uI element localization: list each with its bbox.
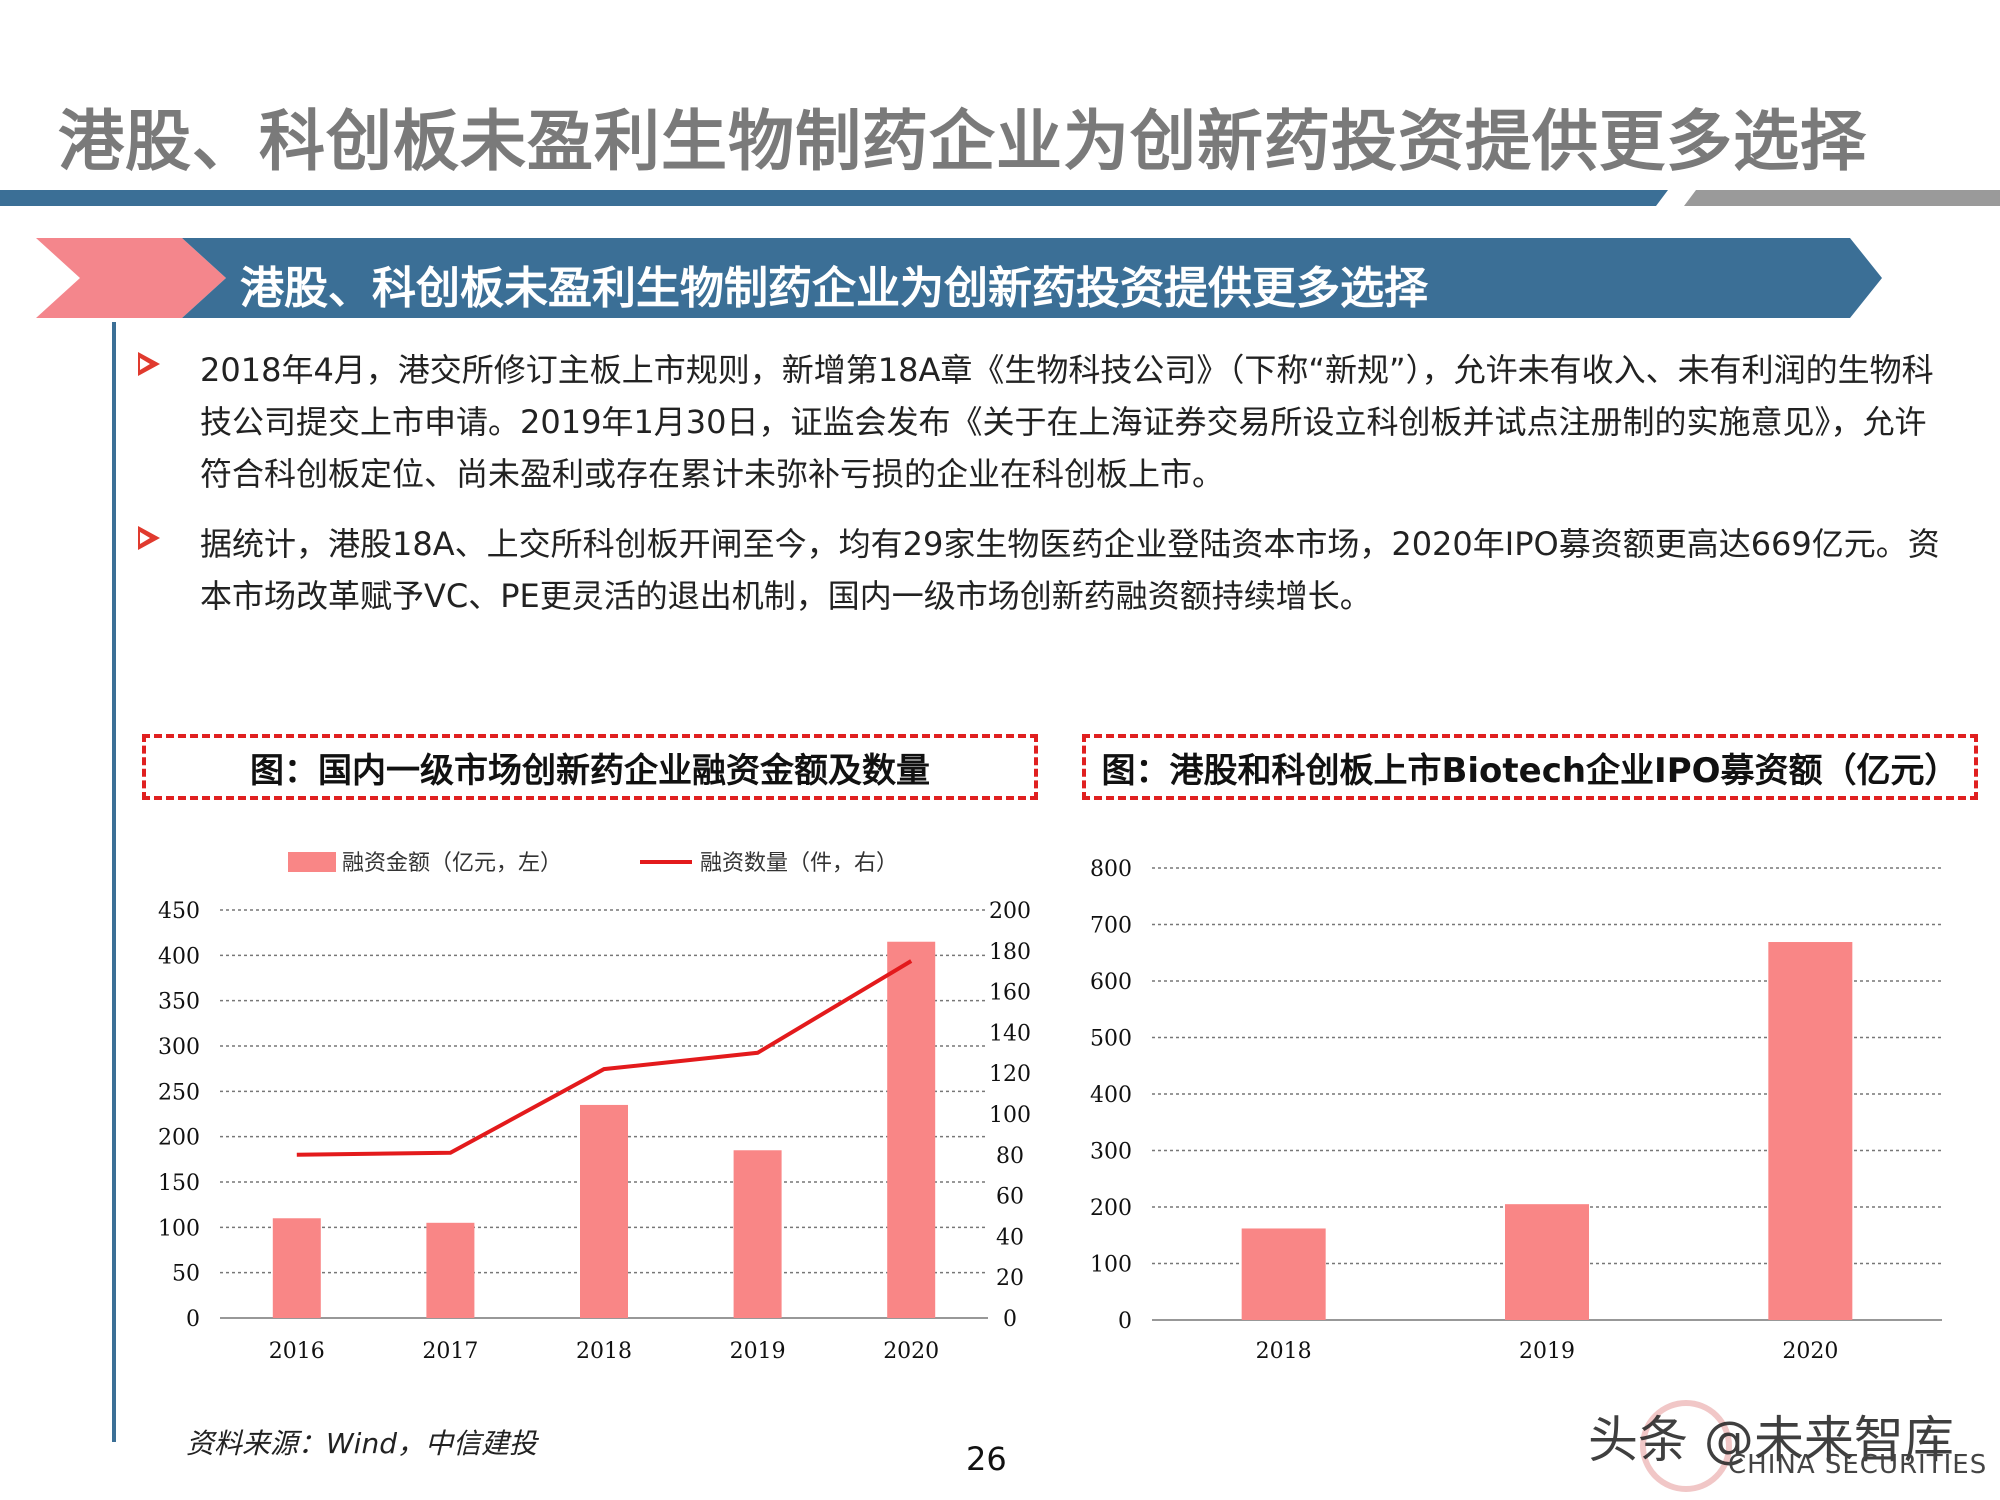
chart2-ytick: 300 xyxy=(1090,1140,1132,1165)
chart1-bar xyxy=(580,1104,628,1318)
chart2-ytick: 800 xyxy=(1090,857,1132,882)
chart1-bar xyxy=(426,1222,475,1318)
chart1-xtick: 2017 xyxy=(422,1339,478,1364)
chart2: 0 100 200 300 400 500 600 700 800 2018 2019 2020 xyxy=(1090,857,1942,1364)
chart2-title: 图：港股和科创板上市Biotech企业IPO募资额（亿元） xyxy=(1082,734,1978,800)
watermark-text: 头条 @未来智库 xyxy=(1588,1411,1954,1469)
chart2-xtick: 2020 xyxy=(1782,1339,1838,1364)
watermark-logo-icon xyxy=(1640,1400,1732,1492)
chart2-ytick: 100 xyxy=(1090,1253,1132,1278)
chart1-ytick-right: 20 xyxy=(996,1266,1024,1291)
chart1-bar xyxy=(733,1150,782,1318)
chart1-title: 图：国内一级市场创新药企业融资金额及数量 xyxy=(142,734,1038,800)
title-rule-blue xyxy=(0,190,1668,206)
chart1-legend-line-label: 融资数量（件，右） xyxy=(700,851,898,876)
source-note: 资料来源：Wind，中信建投 xyxy=(186,1427,537,1460)
chart2-ytick: 600 xyxy=(1090,970,1132,995)
banner-pink-chevron xyxy=(36,238,226,318)
chart2-ytick: 0 xyxy=(1118,1309,1132,1334)
chart1-ytick-right: 100 xyxy=(989,1103,1031,1128)
title-rule-gray xyxy=(1684,190,2000,206)
chart2-xtick: 2019 xyxy=(1519,1339,1575,1364)
bullet-item-2: 据统计，港股18A、上交所科创板开闸至今，均有29家生物医药企业登陆资本市场，2… xyxy=(138,518,1958,622)
chart1-ytick-left: 50 xyxy=(172,1262,200,1287)
chart1-xtick: 2018 xyxy=(576,1339,632,1364)
chart1-ytick-left: 350 xyxy=(158,990,200,1015)
chart1-ytick-left: 100 xyxy=(158,1216,200,1241)
chart1-ytick-left: 400 xyxy=(158,944,200,969)
chart1-ytick-right: 120 xyxy=(989,1062,1031,1087)
left-vertical-rule xyxy=(112,322,116,1442)
chart1-bar xyxy=(272,1218,321,1318)
bullet-text-1: 2018年4月，港交所修订主板上市规则，新增第18A章《生物科技公司》（下称“新… xyxy=(200,351,1934,493)
chart1-ytick-right: 160 xyxy=(989,981,1031,1006)
page-number: 26 xyxy=(966,1440,1007,1478)
chart2-ytick: 200 xyxy=(1090,1196,1132,1221)
bullet-arrow-icon xyxy=(138,526,160,550)
chart1-ytick-right: 60 xyxy=(996,1185,1024,1210)
section-banner xyxy=(36,238,1882,318)
chart2-ytick: 500 xyxy=(1090,1027,1132,1052)
chart2-bar xyxy=(1505,1204,1589,1320)
chart2-bar xyxy=(1768,942,1853,1320)
chart1-ytick-right: 0 xyxy=(1003,1307,1017,1332)
chart1-legend-bar-label: 融资金额（亿元，左） xyxy=(342,851,562,876)
chart1-ytick-right: 40 xyxy=(996,1225,1024,1250)
chart1-ytick-left: 300 xyxy=(158,1035,200,1060)
chart1-legend-bar-swatch xyxy=(288,852,336,872)
chart1: 0 50 100 150 200 250 300 350 400 450 0 20 40 60 80 100 1… xyxy=(158,851,1031,1364)
chart1-ytick-right: 80 xyxy=(996,1144,1024,1169)
chart1-xtick: 2020 xyxy=(883,1339,939,1364)
chart1-xtick: 2019 xyxy=(730,1339,786,1364)
chart1-ytick-right: 200 xyxy=(989,899,1031,924)
chart2-bar xyxy=(1241,1228,1326,1320)
watermark-subtext: CHINA SECURITIES xyxy=(1728,1450,1988,1480)
banner-blue-bar xyxy=(182,238,1882,318)
chart1-ytick-right: 180 xyxy=(989,940,1031,965)
chart1-ytick-left: 250 xyxy=(158,1080,200,1105)
chart1-ytick-left: 450 xyxy=(158,899,200,924)
chart2-xtick: 2018 xyxy=(1256,1339,1312,1364)
bullet-arrow-icon xyxy=(138,352,160,376)
chart1-bar xyxy=(887,941,936,1318)
chart1-ytick-left: 200 xyxy=(158,1126,200,1151)
chart1-xtick: 2016 xyxy=(269,1339,325,1364)
chart1-ytick-left: 150 xyxy=(158,1171,200,1196)
bullet-item-1: 2018年4月，港交所修订主板上市规则，新增第18A章《生物科技公司》（下称“新… xyxy=(138,344,1958,500)
chart2-ytick: 700 xyxy=(1090,914,1132,939)
bullet-text-2: 据统计，港股18A、上交所科创板开闸至今，均有29家生物医药企业登陆资本市场，2… xyxy=(200,525,1940,615)
page-title: 港股、科创板未盈利生物制药企业为创新药投资提供更多选择 xyxy=(58,103,1867,180)
banner-title: 港股、科创板未盈利生物制药企业为创新药投资提供更多选择 xyxy=(240,263,1428,314)
chart1-ytick-right: 140 xyxy=(989,1021,1031,1046)
title-divider xyxy=(0,190,2000,206)
chart1-line-series xyxy=(296,959,913,1157)
chart1-ytick-left: 0 xyxy=(186,1307,200,1332)
chart2-ytick: 400 xyxy=(1090,1083,1132,1108)
